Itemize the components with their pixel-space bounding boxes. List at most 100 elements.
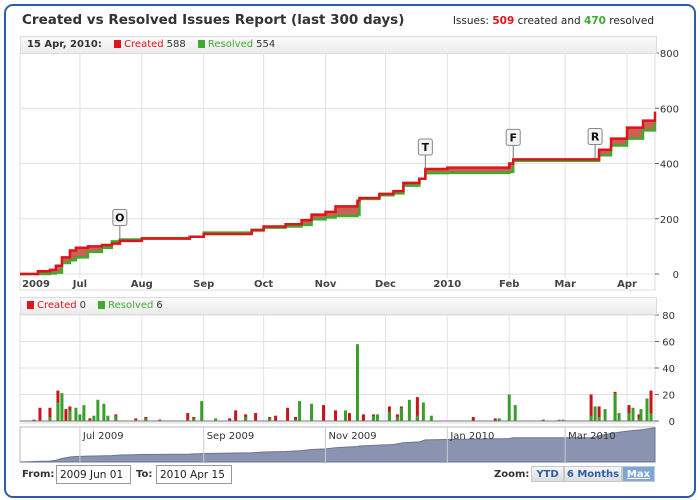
flag-label: F <box>509 131 517 144</box>
resolved-bar <box>298 401 302 421</box>
legend-date: 15 Apr, 2010: <box>27 39 102 50</box>
legend-created-label[interactable]: Created <box>37 300 77 311</box>
resolved-bar <box>593 406 597 421</box>
resolved-bar <box>192 418 196 421</box>
navigator-tick-label: Jul 2009 <box>82 431 124 442</box>
legend-resolved-label[interactable]: Resolved <box>108 300 154 311</box>
navigator-tick-label: Jan 2010 <box>449 431 494 442</box>
created-bar <box>88 418 92 421</box>
resolved-swatch-icon <box>197 40 205 48</box>
zoom-ytd-button[interactable]: YTD <box>531 466 564 482</box>
y-tick-label: 200 <box>660 215 679 226</box>
x-tick-label: Mar <box>554 279 576 290</box>
resolved-bar <box>82 405 86 421</box>
x-tick-label: Feb <box>499 279 519 290</box>
created-bar <box>589 394 593 421</box>
created-bar <box>493 418 497 421</box>
resolved-bar <box>513 405 517 421</box>
x-tick-label: 2009 <box>22 279 50 290</box>
resolved-bar <box>268 418 272 421</box>
x-tick-label: Dec <box>375 279 396 290</box>
resolved-bar <box>60 393 64 421</box>
resolved-bar <box>415 415 419 421</box>
resolved-bar <box>186 419 190 421</box>
resolved-bar <box>96 399 100 421</box>
resolved-bar <box>631 407 635 421</box>
created-bar <box>637 414 641 421</box>
y-tick-label: 0 <box>673 270 679 281</box>
zoom-max-button[interactable]: Max <box>622 466 655 482</box>
resolved-bar <box>603 409 607 421</box>
resolved-bar <box>200 401 204 421</box>
created-bar <box>361 414 365 421</box>
resolved-bar <box>627 413 631 421</box>
resolved-bar <box>48 417 52 421</box>
flag-label: T <box>422 141 430 154</box>
created-bar <box>158 419 162 421</box>
resolved-bar <box>214 418 218 421</box>
legend-created-value: 588 <box>166 39 186 50</box>
resolved-bar <box>597 417 601 421</box>
resolved-bar <box>343 410 347 421</box>
issues-summary: Issues: 509 created and 470 resolved <box>453 15 654 27</box>
created-swatch-icon <box>27 301 34 309</box>
resolved-bar <box>507 394 511 421</box>
created-bar <box>286 407 290 421</box>
summary-suffix: resolved <box>609 15 654 27</box>
legend-resolved-label[interactable]: Resolved <box>207 39 254 50</box>
created-bar <box>294 417 298 421</box>
resolved-bar <box>144 418 148 421</box>
resolved-bar <box>102 403 106 421</box>
from-date-input[interactable]: 2009 Jun 01 <box>56 465 131 484</box>
created-bar <box>649 390 653 421</box>
resolved-bar <box>371 415 375 421</box>
y-tick-label: 400 <box>660 160 679 171</box>
x-tick-label: 2010 <box>433 279 461 290</box>
y-tick-label: 800 <box>660 49 679 60</box>
created-bar <box>48 407 52 421</box>
legend-resolved-value: 6 <box>156 300 163 311</box>
to-label: To: <box>136 469 153 480</box>
resolved-bar <box>639 409 643 421</box>
flag-marker <box>587 128 603 146</box>
created-bar <box>254 413 258 421</box>
bar-chart-legend: Created 0 Resolved 6 <box>20 297 657 315</box>
resolved-bar <box>395 417 399 421</box>
resolved-bar <box>557 419 561 421</box>
resolved-bar <box>244 417 248 421</box>
flag-marker <box>505 128 521 146</box>
resolved-bar <box>429 415 433 421</box>
created-bar <box>322 405 326 421</box>
y-tick-label: 60 <box>662 338 675 349</box>
y-tick-label: 20 <box>662 391 675 402</box>
resolved-bar <box>134 419 138 421</box>
resolved-bar <box>421 402 425 421</box>
created-bar <box>186 413 190 421</box>
x-tick-label: Nov <box>315 279 337 290</box>
resolved-bar <box>613 393 617 421</box>
resolved-bar <box>74 407 78 421</box>
created-bar <box>32 419 36 421</box>
created-bar <box>274 415 278 421</box>
created-bar <box>415 397 419 421</box>
created-bar <box>597 406 601 421</box>
resolved-bar <box>617 413 621 421</box>
resolved-bar <box>294 419 298 421</box>
from-label: From: <box>22 469 55 480</box>
resolved-bar <box>637 418 641 421</box>
page-title: Created vs Resolved Issues Report (last … <box>22 12 405 28</box>
zoom-6-months-button[interactable]: 6 Months <box>564 466 622 482</box>
flag-marker <box>417 138 433 156</box>
resolved-bar <box>106 415 110 421</box>
resolved-bar <box>56 402 60 421</box>
created-count: 509 <box>492 15 515 27</box>
resolved-bar <box>310 403 314 421</box>
legend-created-label[interactable]: Created <box>124 39 164 50</box>
resolved-bar <box>92 415 96 421</box>
to-date-input[interactable]: 2010 Apr 15 <box>156 465 232 484</box>
y-tick-label: 600 <box>660 104 679 115</box>
resolved-bar <box>399 407 403 421</box>
x-tick-label: Sep <box>193 279 214 290</box>
created-swatch-icon <box>114 40 122 48</box>
